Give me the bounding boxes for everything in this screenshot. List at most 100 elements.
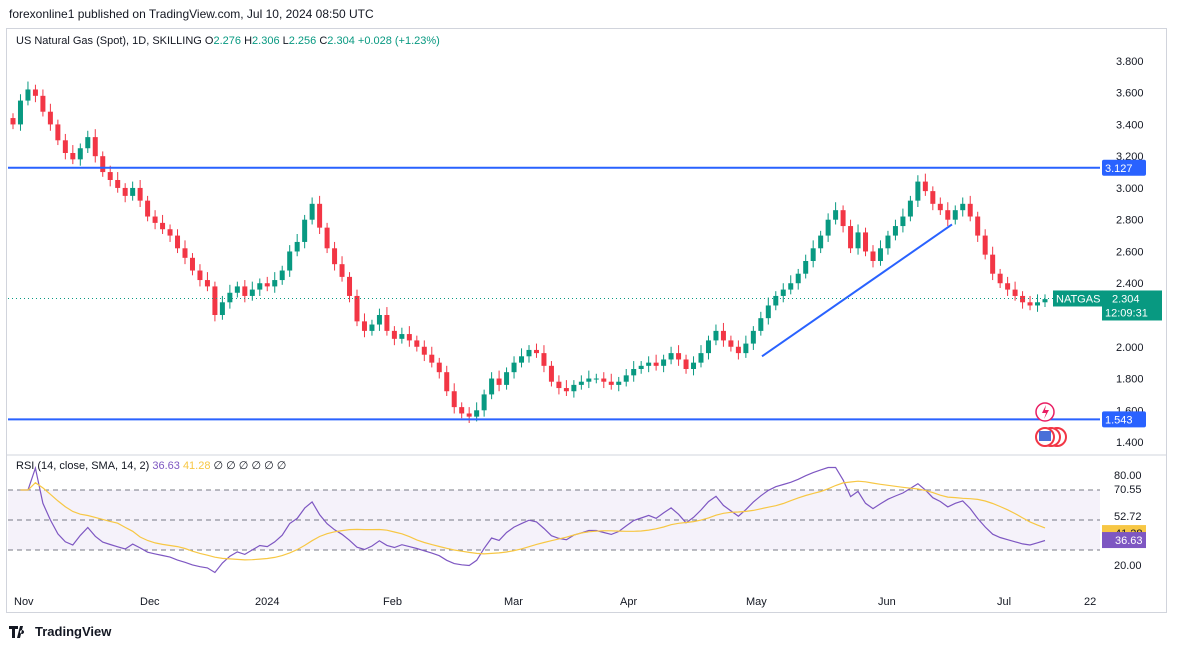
price-tick: 3.000 xyxy=(1116,183,1144,195)
candle-body xyxy=(653,362,659,366)
candle-body xyxy=(930,191,936,204)
candle xyxy=(608,373,614,390)
rsi-label[interactable]: RSI (14, close, SMA, 14, 2) xyxy=(16,460,150,472)
candle-body xyxy=(451,391,457,408)
time-tick: Mar xyxy=(504,596,523,608)
time-tick: Nov xyxy=(14,596,34,608)
countdown-label: 12:09:31 xyxy=(1105,307,1148,319)
candle-body xyxy=(444,372,450,392)
candle-body xyxy=(638,365,644,369)
price-tick: 2.800 xyxy=(1116,215,1144,227)
candle-body xyxy=(317,203,323,228)
us-flag-icon xyxy=(1039,431,1051,441)
high-value: 2.306 xyxy=(252,35,280,47)
candle xyxy=(967,195,973,222)
candle xyxy=(952,205,958,225)
symbol-label[interactable]: US Natural Gas (Spot), 1D, SKILLING xyxy=(16,35,202,47)
candle-body xyxy=(219,302,225,315)
candle-body xyxy=(421,346,427,355)
candle-body xyxy=(571,384,577,392)
candle xyxy=(17,94,23,131)
candle xyxy=(361,313,367,338)
candle-body xyxy=(130,187,136,196)
candle xyxy=(459,402,465,419)
candle-body xyxy=(1035,302,1041,306)
candle xyxy=(40,89,46,117)
candle xyxy=(332,241,338,271)
candle xyxy=(848,219,854,254)
candle xyxy=(877,240,883,266)
close-value: 2.304 xyxy=(327,35,355,47)
candle xyxy=(833,202,839,225)
time-tick: 22 xyxy=(1084,596,1096,608)
candle xyxy=(77,143,83,166)
candle-body xyxy=(496,378,502,385)
candle xyxy=(698,345,704,368)
rsi-badge xyxy=(1102,532,1146,549)
candle-body xyxy=(967,203,973,217)
candle xyxy=(376,308,382,331)
candle xyxy=(47,103,53,131)
time-tick: Dec xyxy=(140,596,160,608)
candle-body xyxy=(698,353,704,363)
candle-body xyxy=(197,270,203,281)
price-badge-label: 3.127 xyxy=(1105,163,1133,175)
candle-body xyxy=(160,222,166,230)
candle-body xyxy=(489,378,495,395)
candle xyxy=(653,354,659,371)
candle xyxy=(55,119,61,146)
candle xyxy=(197,264,203,287)
candle-body xyxy=(683,359,689,369)
candle xyxy=(249,281,255,301)
candle-body xyxy=(578,381,584,385)
candle xyxy=(227,284,233,309)
tv-logo-icon xyxy=(9,625,25,638)
candle-body xyxy=(533,349,539,354)
candle-body xyxy=(481,394,487,411)
candle-body xyxy=(384,315,390,331)
rsi-tick: 70.55 xyxy=(1114,484,1142,496)
candle xyxy=(70,145,76,165)
candle-body xyxy=(601,378,607,382)
candle xyxy=(324,222,330,254)
candle-body xyxy=(892,226,898,236)
candle xyxy=(930,186,936,211)
candle xyxy=(548,361,554,387)
candle xyxy=(922,173,928,196)
candle-body xyxy=(332,248,338,265)
low-value: 2.256 xyxy=(288,35,317,47)
candle-body xyxy=(713,330,719,341)
candle-body xyxy=(691,362,697,369)
trendline xyxy=(761,223,953,358)
candle-body xyxy=(122,187,128,196)
tradingview-logo: TradingView xyxy=(9,624,111,639)
candle xyxy=(975,211,981,242)
candle xyxy=(62,133,68,160)
candle xyxy=(32,84,38,103)
candle xyxy=(339,256,345,282)
candle-body xyxy=(593,378,599,380)
candle-body xyxy=(990,254,996,274)
rsi-value: 36.63 xyxy=(152,460,180,472)
candle xyxy=(212,281,218,322)
candle-body xyxy=(324,227,330,249)
candle xyxy=(646,356,652,373)
candle-body xyxy=(204,280,210,287)
price-tick: 3.800 xyxy=(1116,56,1144,68)
candle xyxy=(429,346,435,368)
candle-body xyxy=(100,156,106,173)
candle-body xyxy=(728,340,734,347)
rsi-tick: 20.00 xyxy=(1114,560,1142,572)
candle-body xyxy=(616,381,622,385)
candle-body xyxy=(758,318,764,331)
candle-body xyxy=(70,153,76,160)
candle-body xyxy=(40,95,46,112)
time-tick: 2024 xyxy=(255,596,279,608)
rsi-tick: 52.72 xyxy=(1114,511,1142,523)
candle xyxy=(691,356,697,376)
candle xyxy=(519,348,525,368)
candle-body xyxy=(137,187,143,201)
candle-body xyxy=(234,286,240,293)
price-tick: 2.000 xyxy=(1116,342,1144,354)
